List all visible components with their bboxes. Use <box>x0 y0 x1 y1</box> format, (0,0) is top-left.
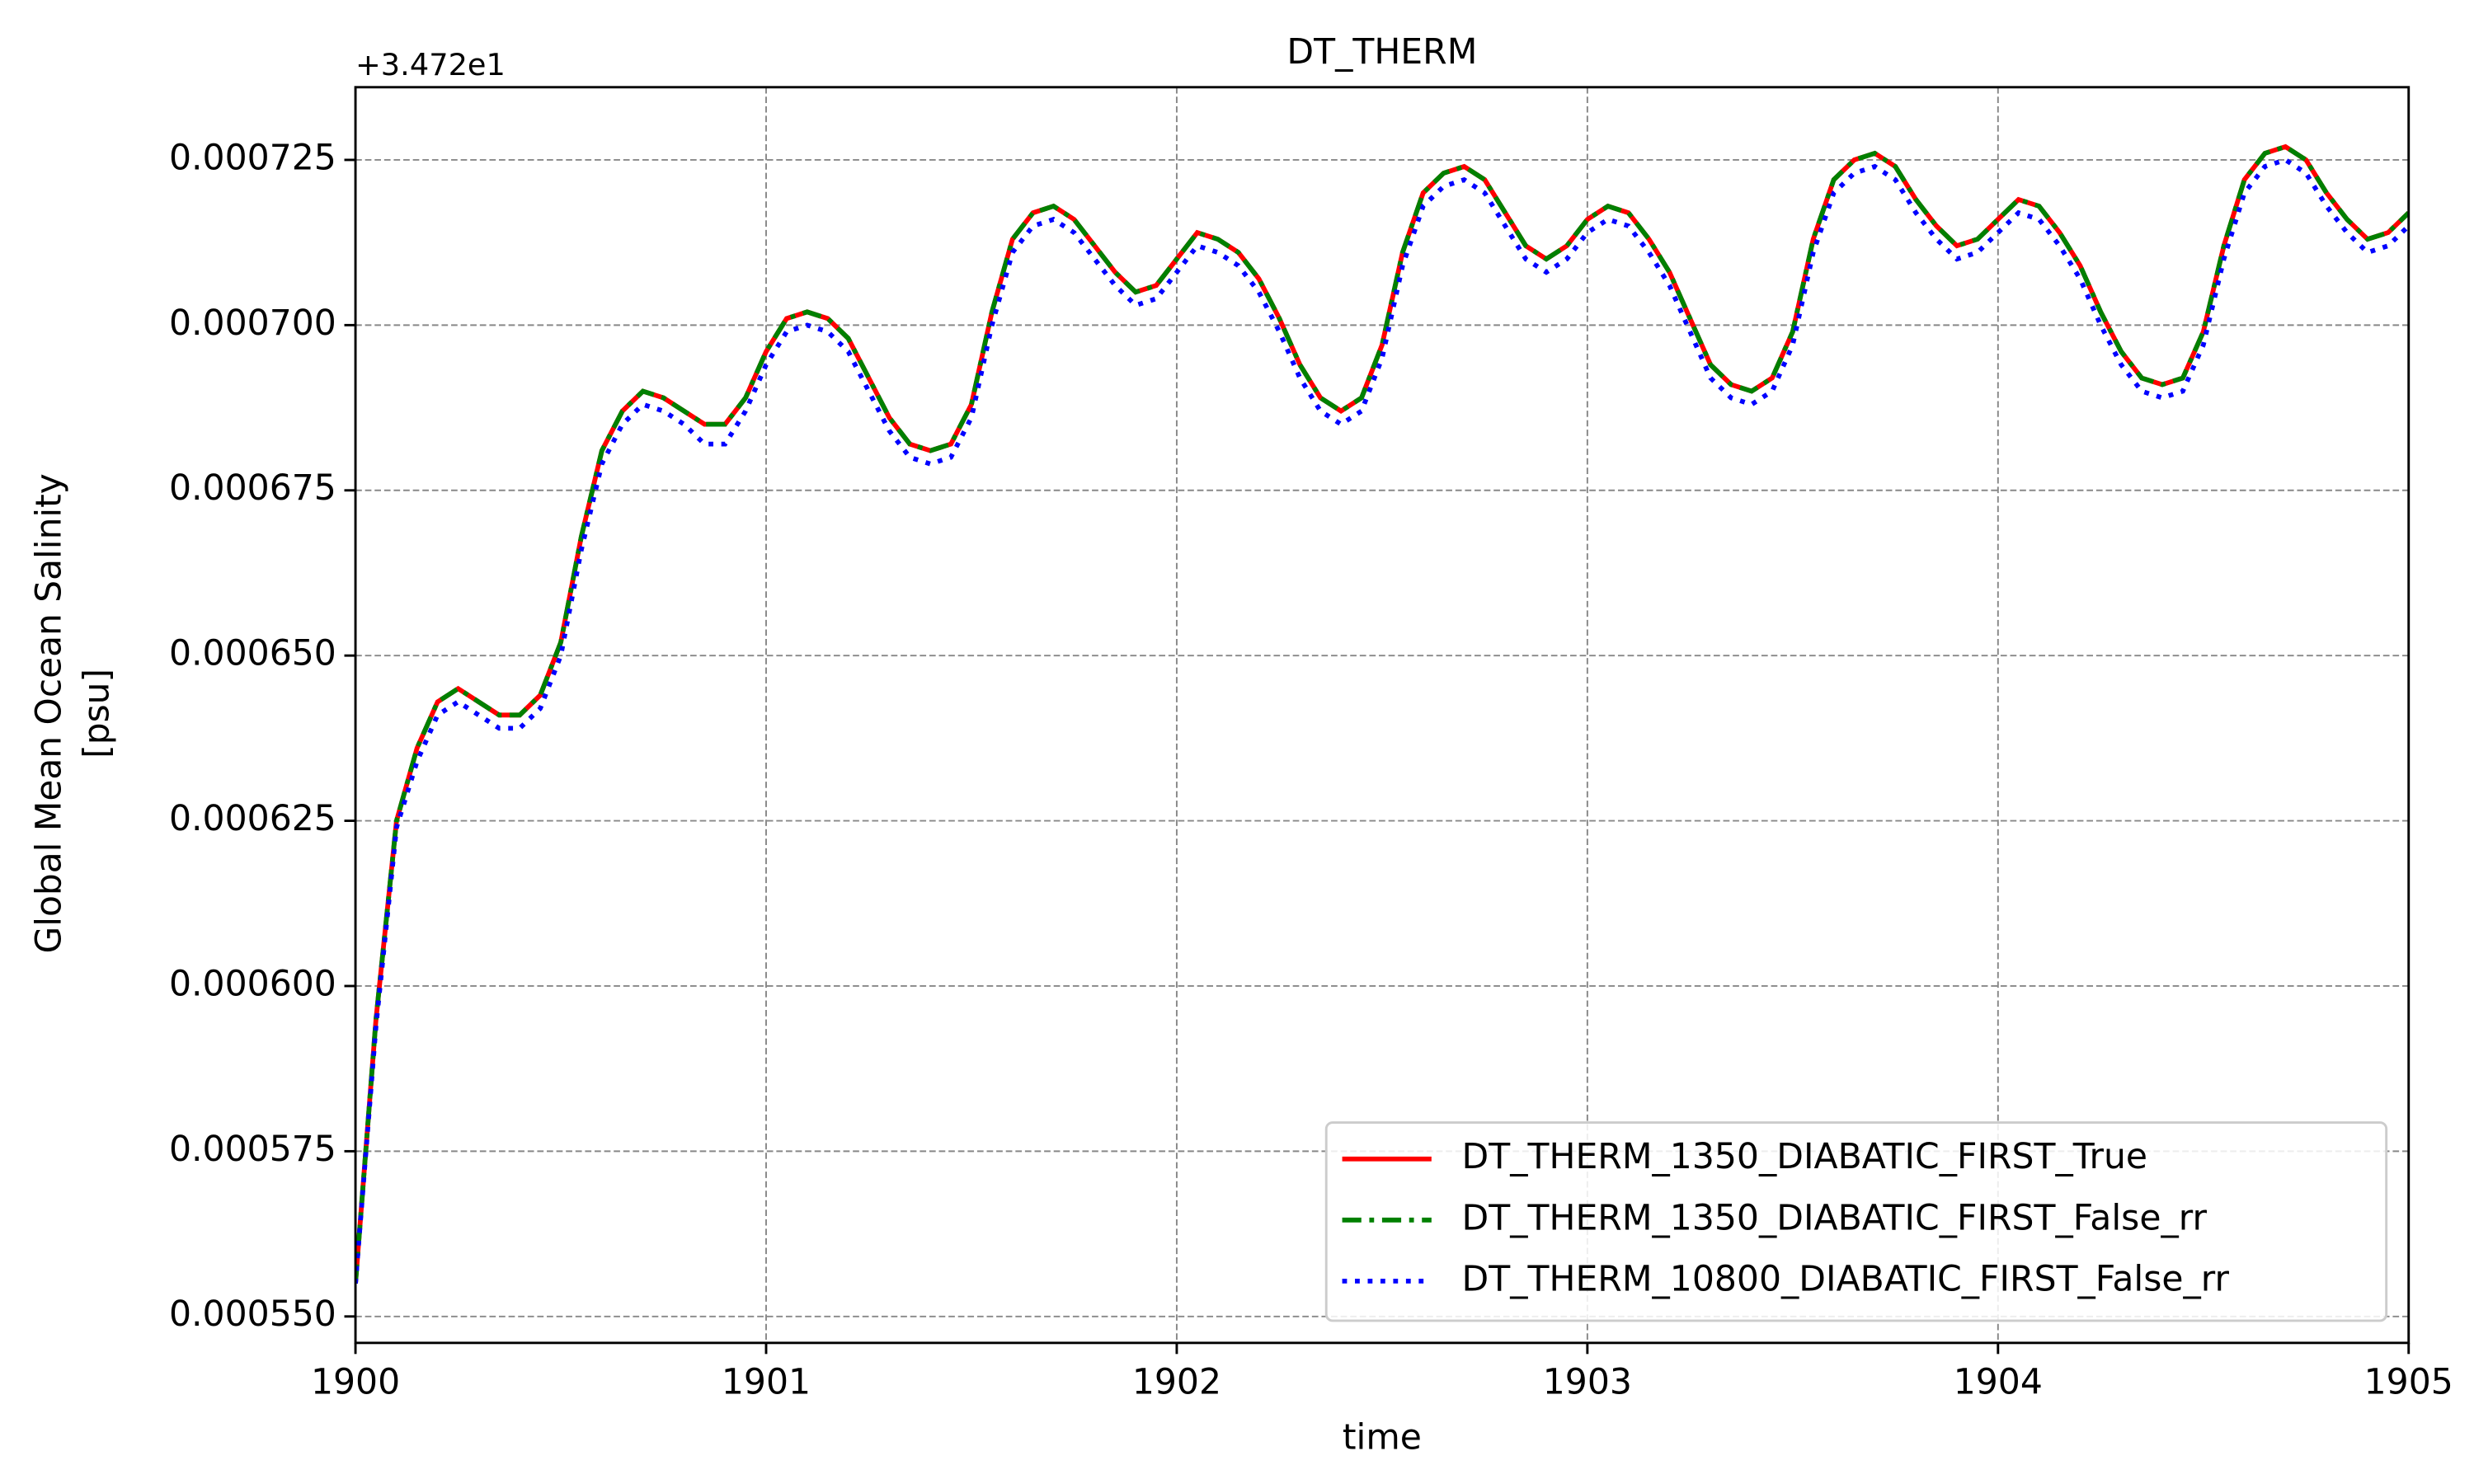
plot-frame <box>354 86 2411 1345</box>
y-axis-label: [psu] <box>77 669 117 758</box>
chart-title: DT_THERM <box>1286 32 1477 73</box>
x-tick-label: 1900 <box>311 1362 400 1402</box>
y-tick-label: 0.000725 <box>169 139 336 179</box>
y-tick-label: 0.000650 <box>169 634 336 674</box>
line-series <box>355 143 2409 1284</box>
x-tick-label: 1904 <box>1954 1362 2043 1402</box>
y-tick-label: 0.000575 <box>169 1129 336 1170</box>
x-tick-label: 1901 <box>722 1362 811 1402</box>
axis-offset: +3.472e1 <box>355 47 506 82</box>
legend-label: DT_THERM_1350_DIABATIC_FIRST_False_rr <box>1462 1198 2208 1238</box>
y-tick-label: 0.000600 <box>169 965 336 1005</box>
x-tick-label: 1903 <box>1543 1362 1632 1402</box>
legend-label: DT_THERM_1350_DIABATIC_FIRST_True <box>1462 1137 2148 1177</box>
y-axis-label: Global Mean Ocean Salinity <box>29 473 69 953</box>
legend-box <box>1324 1121 2388 1322</box>
legend-label: DT_THERM_10800_DIABATIC_FIRST_False_rr <box>1462 1259 2230 1299</box>
y-tick-label: 0.000625 <box>169 799 336 839</box>
x-tick-label: 1905 <box>2364 1362 2453 1402</box>
x-tick-label: 1902 <box>1132 1362 1221 1402</box>
y-tick-label: 0.000700 <box>169 303 336 344</box>
x-axis-label: time <box>1343 1418 1422 1458</box>
y-tick-label: 0.000675 <box>169 468 336 509</box>
y-tick-label: 0.000550 <box>169 1294 336 1335</box>
